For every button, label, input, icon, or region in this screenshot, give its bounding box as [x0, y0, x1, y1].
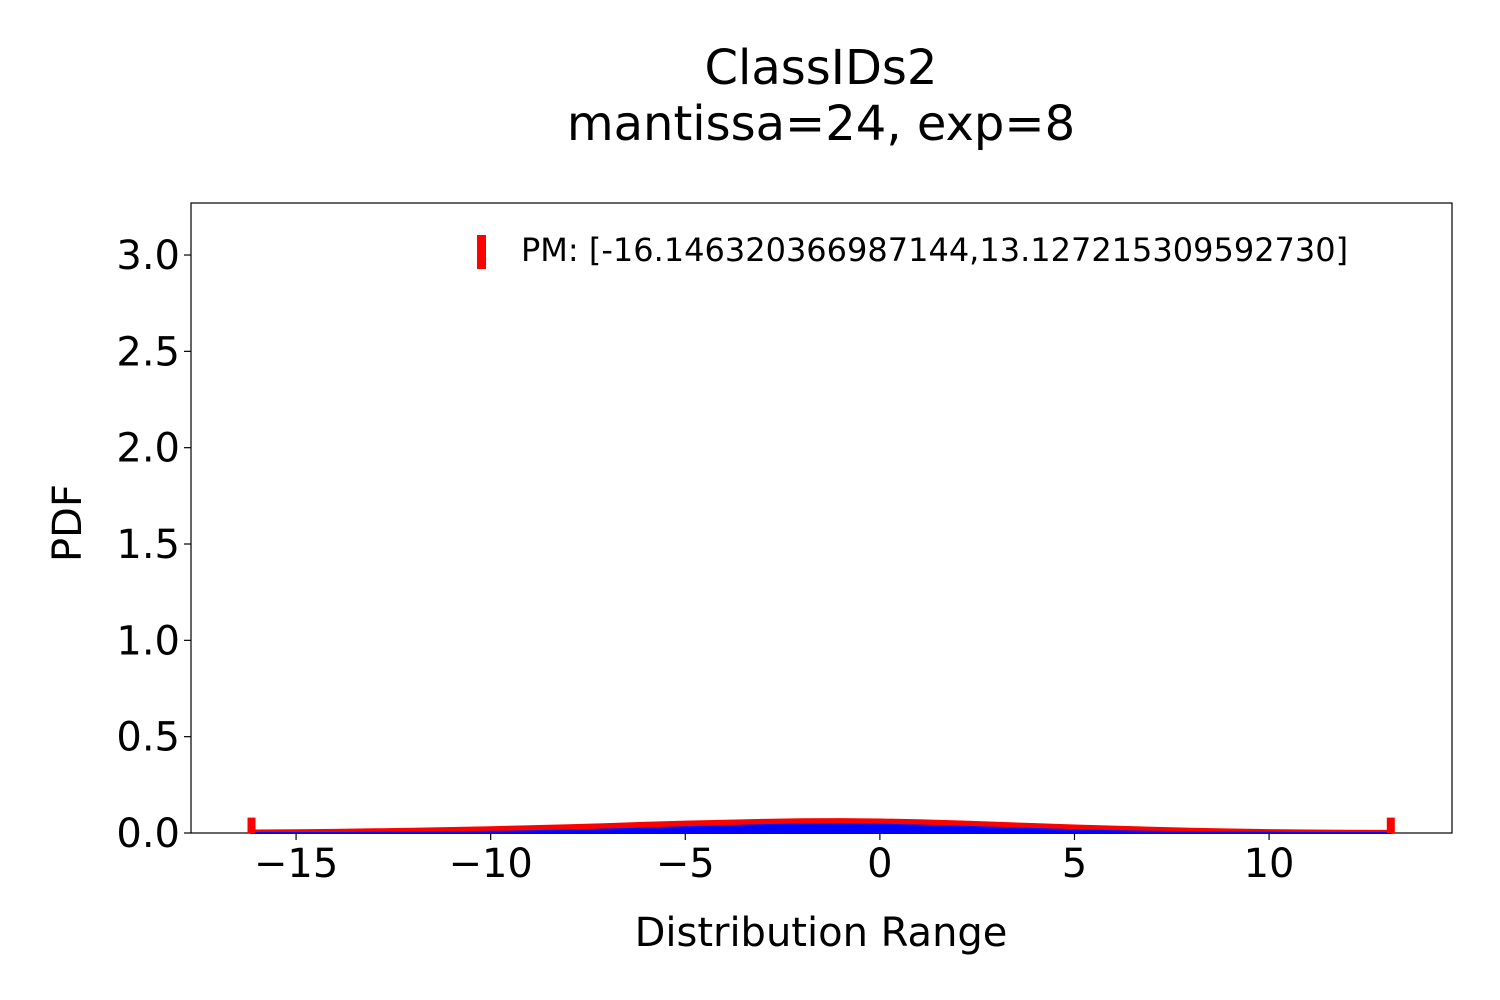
- range-bound-marker: [1386, 817, 1395, 833]
- x-tick-label: −15: [254, 841, 338, 887]
- x-tick-label: −10: [448, 841, 532, 887]
- y-tick-label: 3.0: [116, 233, 180, 279]
- legend: PM: [-16.146320366987144,13.127215309592…: [477, 231, 1348, 269]
- plot-area-frame: [190, 202, 1453, 834]
- series-area-1: [251, 823, 1391, 834]
- chart-title: ClassIDs2: [705, 40, 938, 96]
- y-tick-label: 2.5: [116, 329, 180, 375]
- legend-entry: PM: [-16.146320366987144,13.127215309592…: [521, 231, 1348, 269]
- x-axis-label: Distribution Range: [635, 910, 1008, 956]
- y-axis-ticks: 0.0 0.5 1.0 1.5 2.0 2.5 3.0: [116, 233, 191, 857]
- y-tick-label: 0.0: [116, 811, 180, 857]
- y-axis-label: PDF: [45, 484, 91, 562]
- y-tick-label: 1.5: [116, 522, 180, 568]
- x-tick-label: 10: [1244, 841, 1295, 887]
- chart-subtitle: mantissa=24, exp=8: [567, 96, 1075, 152]
- x-tick-label: −5: [656, 841, 715, 887]
- y-tick-label: 2.0: [116, 426, 180, 472]
- y-tick-label: 1.0: [116, 618, 180, 664]
- y-tick-label: 0.5: [116, 715, 180, 761]
- series-areas: [247, 817, 1395, 834]
- x-axis-ticks: −15 −10 −5 0 5 10: [254, 833, 1295, 887]
- x-tick-label: 5: [1062, 841, 1087, 887]
- legend-swatch: [477, 235, 486, 269]
- range-bound-marker: [247, 817, 256, 833]
- x-tick-label: 0: [867, 841, 892, 887]
